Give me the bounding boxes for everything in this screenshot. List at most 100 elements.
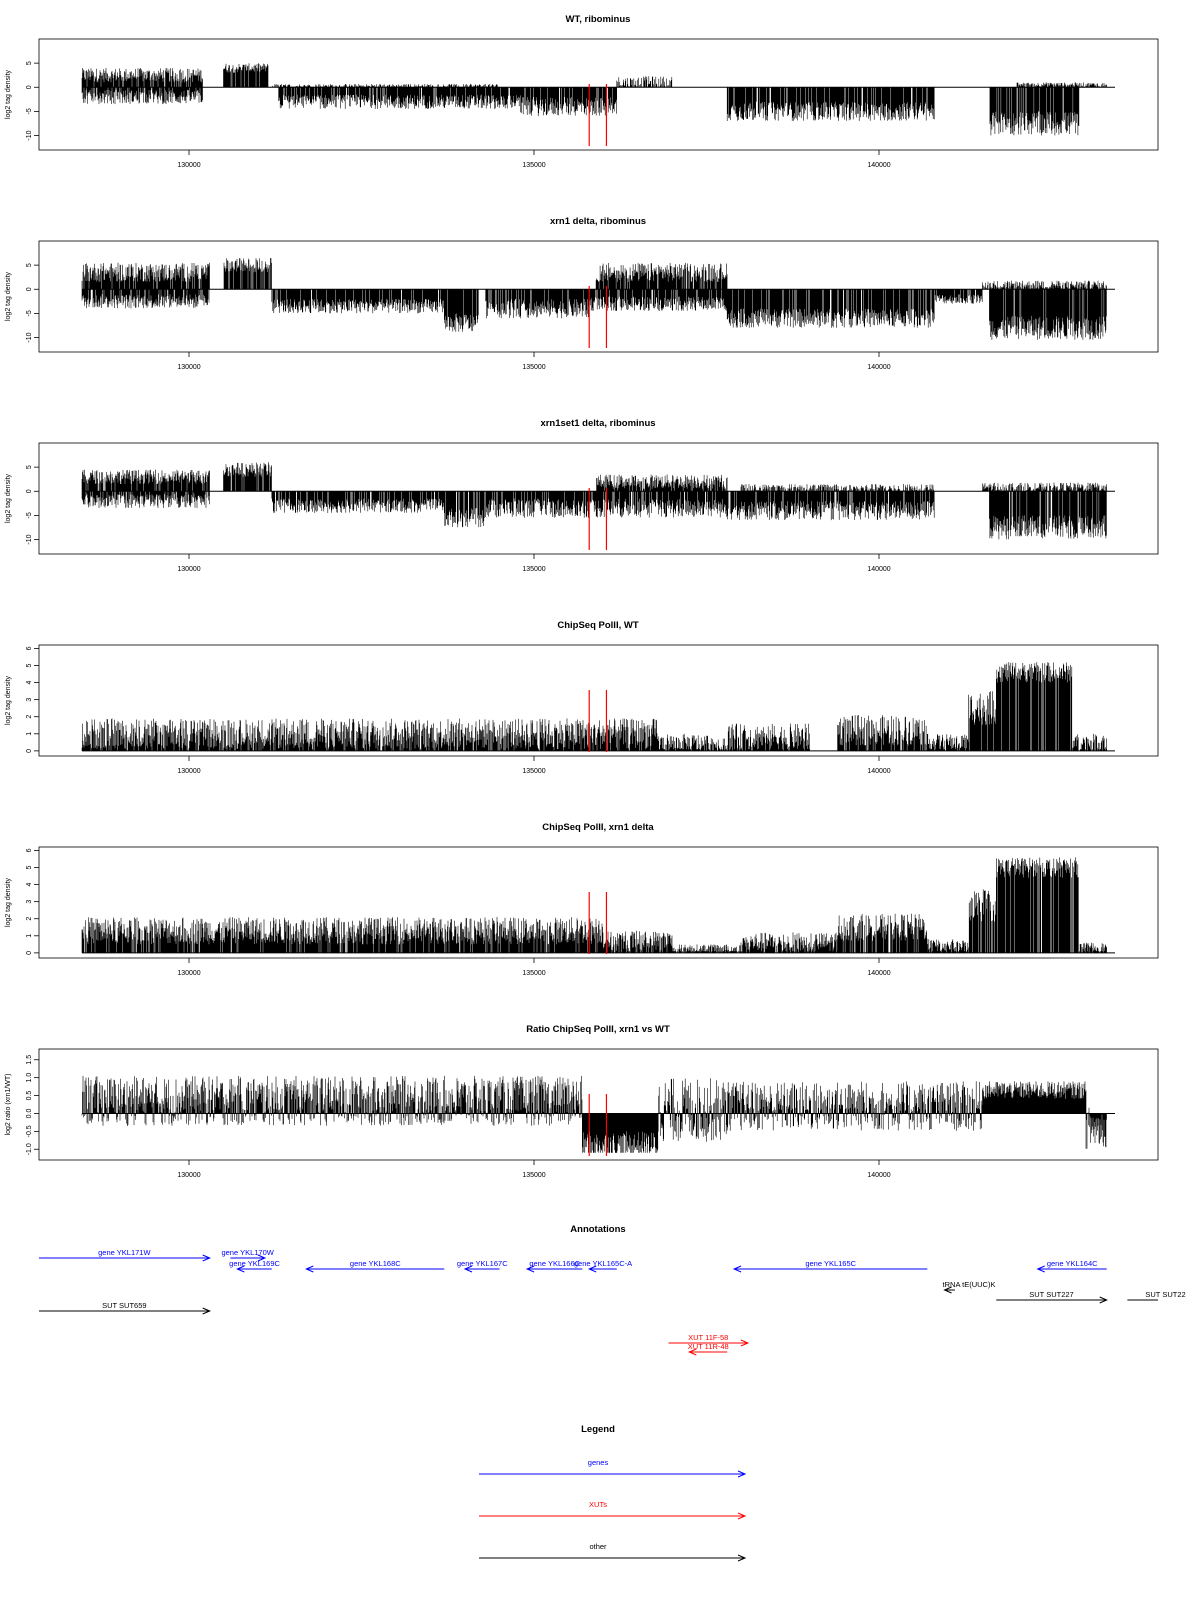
signal-segment — [726, 289, 935, 328]
signal-segment — [595, 262, 728, 290]
annotation-feature: gene YKL169C — [229, 1259, 280, 1273]
y-tick-label: 1.0 — [26, 1073, 33, 1083]
signal-bars — [81, 63, 1107, 136]
y-tick-label: 4 — [26, 681, 33, 685]
signal-segment — [223, 63, 269, 88]
annotation-label: gene YKL171W — [98, 1248, 151, 1257]
x-tick-label: 135000 — [522, 364, 545, 371]
track-panel: ChipSeq PolII, xrn1 delta 0 1 2 3 4 5 6 log2 tag… — [5, 822, 1159, 977]
arrowhead-icon — [1036, 1265, 1045, 1273]
y-axis-label: log2 tag density — [5, 675, 12, 725]
arrowhead-icon — [202, 1254, 211, 1262]
signal-segment — [927, 939, 969, 953]
x-tick-label: 135000 — [522, 768, 545, 775]
signal-segment — [982, 280, 1107, 290]
y-tick-label: 2 — [26, 715, 33, 719]
annotation-feature: XUT 11F-58 — [668, 1333, 750, 1347]
signal-bars — [81, 462, 1107, 540]
annotation-feature: tRNA tE(UUC)K — [943, 1280, 996, 1294]
signal-segment — [588, 289, 728, 311]
annotation-label: SUT SUT22 — [1145, 1290, 1185, 1299]
signal-segment — [81, 1075, 583, 1126]
y-tick-label: -5 — [26, 310, 33, 316]
arrowhead-icon — [740, 1339, 750, 1347]
x-tick-label: 140000 — [867, 162, 890, 169]
annotations-title: Annotations — [570, 1224, 625, 1235]
annotation-label: gene YKL165C-A — [574, 1259, 632, 1268]
annotation-label: SUT SUT227 — [1029, 1290, 1073, 1299]
signal-segment — [616, 76, 673, 88]
signal-segment — [485, 491, 728, 518]
annotations-track: Annotations gene YKL171W gene YKL170W gene … — [39, 1224, 1186, 1356]
signal-segment — [671, 944, 741, 953]
plot-frame — [38, 38, 1159, 151]
legend-label: XUTs — [589, 1500, 607, 1509]
signal-segment — [726, 87, 935, 121]
track-title: xrn1set1 delta, ribominus — [540, 418, 655, 429]
signal-segment — [837, 913, 928, 953]
legend-item: XUTs — [479, 1500, 747, 1520]
signal-segment — [1085, 1107, 1107, 1149]
signal-segment — [1016, 82, 1107, 88]
track-title: Ratio ChipSeq PolII, xrn1 vs WT — [526, 1024, 670, 1035]
annotation-feature: gene YKL168C — [305, 1259, 445, 1273]
signal-segment — [485, 289, 590, 319]
arrowhead-icon — [305, 1265, 314, 1273]
signal-segment — [444, 491, 485, 528]
track-title: ChipSeq PolII, xrn1 delta — [542, 822, 654, 833]
plot-frame — [38, 644, 1159, 757]
x-tick-label: 135000 — [522, 566, 545, 573]
annotation-feature: SUT SUT22 — [1127, 1290, 1186, 1301]
annotation-feature: gene YKL165C-A — [574, 1259, 632, 1273]
arrowhead-icon — [687, 1348, 697, 1356]
signal-segment — [726, 491, 935, 521]
annotation-feature: gene YKL164C — [1036, 1259, 1107, 1273]
y-tick-label: 4 — [26, 883, 33, 887]
annotation-label: gene YKL165C — [805, 1259, 856, 1268]
y-tick-label: 0 — [26, 85, 33, 89]
y-tick-label: 1 — [26, 732, 33, 736]
annotation-label: gene YKL170W — [221, 1248, 274, 1257]
track-title: WT, ribominus — [566, 14, 631, 25]
x-tick-label: 140000 — [867, 768, 890, 775]
y-axis-label: log2 tag density — [5, 473, 12, 523]
y-tick-label: 0.0 — [26, 1108, 33, 1118]
signal-segment — [1072, 733, 1107, 751]
signal-segment — [996, 857, 1079, 953]
y-tick-label: 3 — [26, 900, 33, 904]
annotation-feature: XUT 11R-48 — [687, 1342, 729, 1356]
y-tick-label: 1.5 — [26, 1055, 33, 1065]
x-tick-label: 140000 — [867, 364, 890, 371]
signal-segment — [81, 491, 210, 509]
y-tick-label: -5 — [26, 512, 33, 518]
signal-segment — [582, 1113, 659, 1153]
signal-segment — [223, 258, 272, 290]
annotation-feature: SUT SUT659 — [39, 1301, 211, 1315]
signal-segment — [444, 289, 479, 332]
legend-item: other — [479, 1542, 747, 1562]
x-tick-label: 140000 — [867, 566, 890, 573]
x-tick-label: 140000 — [867, 970, 890, 977]
legend-item: genes — [479, 1458, 747, 1478]
signal-segment — [989, 491, 1107, 540]
signal-bars — [81, 1075, 1107, 1153]
y-axis-label: log2 tag density — [5, 877, 12, 927]
y-tick-label: -10 — [26, 534, 33, 544]
signal-segment — [657, 1078, 728, 1142]
x-tick-label: 130000 — [177, 364, 200, 371]
signal-segment — [81, 469, 210, 492]
annotation-label: gene YKL167C — [457, 1259, 508, 1268]
signal-segment — [81, 289, 210, 309]
y-tick-label: 5 — [26, 465, 33, 469]
y-tick-label: 5 — [26, 663, 33, 667]
legend-title: Legend — [581, 1424, 615, 1435]
annotation-label: tRNA tE(UUC)K — [943, 1280, 996, 1289]
annotation-label: gene YKL164C — [1047, 1259, 1098, 1268]
x-tick-label: 135000 — [522, 970, 545, 977]
legend: Legend genes XUTs other — [479, 1424, 747, 1562]
x-tick-label: 130000 — [177, 970, 200, 977]
signal-segment — [602, 930, 673, 953]
y-tick-label: 5 — [26, 61, 33, 65]
signal-segment — [996, 662, 1073, 751]
signal-segment — [726, 723, 810, 751]
